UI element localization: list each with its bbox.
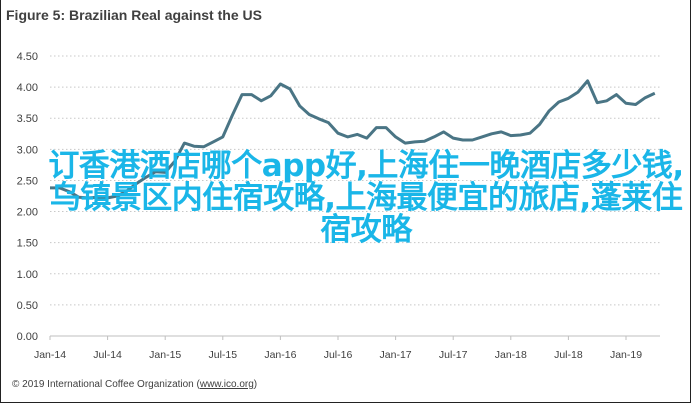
x-tick-label: Jul-17 [439, 349, 468, 361]
y-tick-label: 3.50 [17, 113, 38, 125]
chart-title: Figure 5: Brazilian Real against the US [6, 7, 262, 23]
x-tick-label: Jan-15 [149, 349, 181, 361]
y-tick-label: 0.00 [17, 331, 38, 343]
y-tick-label: 4.00 [17, 82, 38, 94]
y-tick-label: 4.50 [17, 51, 38, 63]
copyright-text: © 2019 International Coffee Organization… [12, 379, 200, 390]
series-line [50, 79, 656, 200]
y-tick-label: 1.50 [17, 238, 38, 250]
copyright-close: ) [253, 379, 258, 390]
x-tick-label: Jul-14 [93, 349, 122, 361]
y-tick-label: 1.00 [17, 269, 38, 281]
x-tick-label: Jul-15 [208, 349, 237, 361]
y-tick-label: 0.50 [17, 300, 38, 312]
x-tick-label: Jan-19 [610, 349, 642, 361]
x-tick-label: Jan-18 [495, 349, 527, 361]
x-tick-label: Jan-16 [264, 349, 296, 361]
y-tick-label: 2.50 [17, 175, 38, 187]
y-tick-label: 3.00 [17, 144, 38, 156]
copyright-footer: © 2019 International Coffee Organization… [12, 379, 257, 390]
y-tick-label: 2.00 [17, 207, 38, 219]
x-tick-label: Jul-18 [554, 349, 583, 361]
ico-link[interactable]: www.ico.org [199, 379, 254, 390]
x-tick-label: Jan-17 [380, 349, 412, 361]
x-tick-label: Jan-14 [34, 349, 66, 361]
x-tick-label: Jul-16 [324, 349, 353, 361]
overlay-headline[interactable]: 订香港酒店哪个app好,上海住一晚酒店多少钱,乌镇景区内住宿攻略,上海最便宜的旅… [48, 148, 684, 248]
